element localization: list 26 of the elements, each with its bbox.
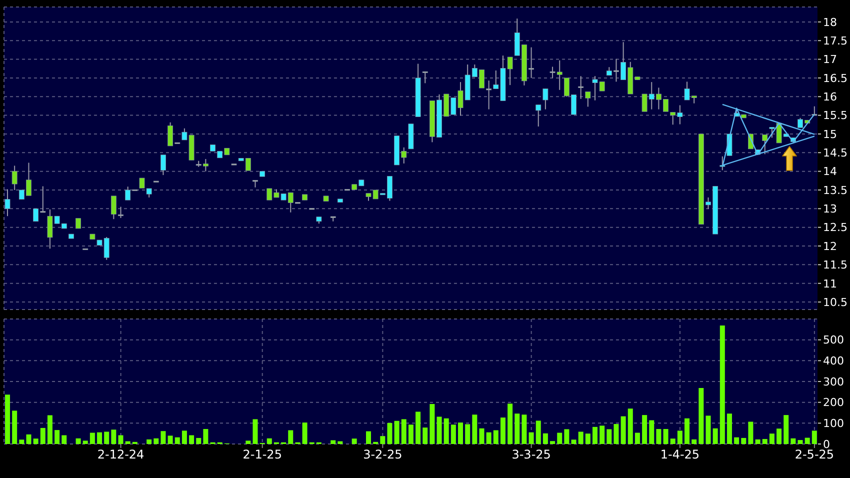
y-tick-label: 17.5 [823,34,848,48]
y-tick-label: 16 [823,90,837,104]
x-tick-label: 2-1-25 [242,448,282,462]
y-tick-label: 16.5 [823,72,848,85]
y-tick-label: 11.5 [823,258,848,272]
y-tick-label: 15 [823,128,837,141]
y-tick-label: 18 [823,16,837,29]
y-tick-label: 13.5 [823,184,848,197]
y-tick-label: 400 [823,354,844,368]
x-tick-label: 1-4-25 [660,448,700,462]
y-tick-label: 14 [823,165,837,178]
y-tick-label: 14.5 [823,146,848,160]
y-tick-label: 300 [823,375,844,388]
y-tick-label: 500 [823,334,844,347]
y-tick-label: 12.5 [823,221,848,234]
y-tick-label: 10.5 [823,296,848,309]
y-tick-label: 15.5 [823,109,848,122]
y-tick-label: 12 [823,240,837,253]
x-tick-label: 3-3-25 [512,448,551,462]
y-tick-label: 11 [823,277,837,290]
y-tick-label: 100 [823,417,844,430]
x-tick-label: 3-2-25 [363,448,402,462]
y-tick-label: 13 [823,202,837,216]
x-tick-label: 2-12-24 [97,448,144,462]
y-tick-label: 17 [823,53,837,66]
y-tick-label: 200 [823,396,844,410]
